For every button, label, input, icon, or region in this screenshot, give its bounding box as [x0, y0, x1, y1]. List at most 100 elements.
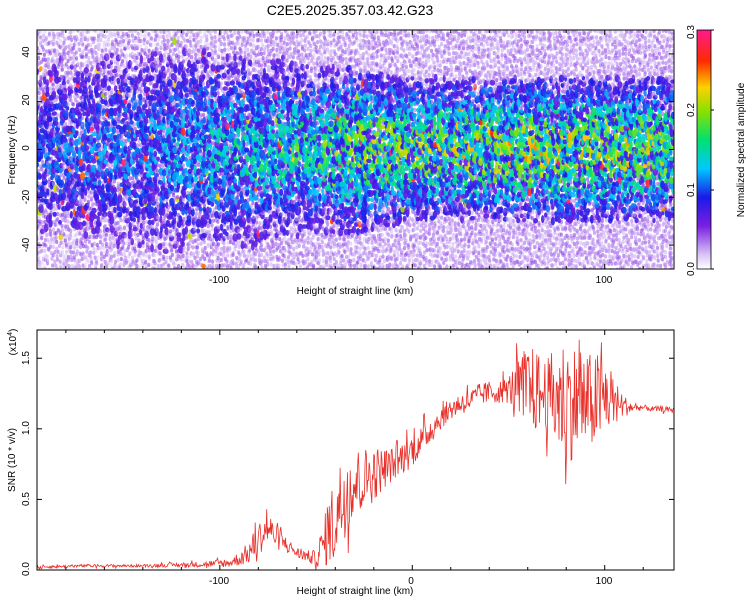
heatmap-cell — [143, 150, 150, 157]
heatmap-cell — [205, 34, 209, 39]
heatmap-cell — [133, 224, 137, 229]
heatmap-cell — [202, 237, 206, 243]
heatmap-cell — [173, 223, 177, 229]
heatmap-cell — [250, 30, 254, 35]
heatmap-cell — [157, 267, 161, 269]
heatmap-cell — [127, 259, 132, 264]
heatmap-cell — [147, 254, 151, 259]
heatmap-cell — [184, 167, 188, 173]
heatmap-cell — [277, 104, 281, 110]
heatmap-cell — [57, 102, 61, 110]
heatmap-cell — [49, 229, 53, 234]
heatmap-cell — [289, 225, 293, 230]
heatmap-cell — [41, 255, 46, 260]
heatmap-cell — [56, 57, 60, 62]
heatmap-cell — [119, 30, 123, 34]
heatmap-cell — [89, 72, 93, 78]
heatmap-cell — [103, 104, 107, 110]
heatmap-cell — [99, 115, 103, 120]
heatmap-cell — [283, 262, 287, 267]
heatmap-cell — [278, 49, 282, 55]
heatmap-cell — [92, 234, 96, 239]
heatmap-cell — [181, 263, 185, 268]
heatmap-cell — [143, 124, 148, 134]
heatmap-cell — [172, 37, 177, 45]
heatmap-cell — [55, 222, 59, 227]
heatmap-cell — [150, 80, 154, 86]
heatmap-cell — [40, 30, 44, 35]
heatmap-cell — [52, 206, 56, 212]
heatmap-cell — [40, 248, 44, 253]
heatmap-cell — [95, 59, 99, 65]
heatmap-cell — [37, 37, 40, 42]
heatmap-cell — [92, 76, 96, 86]
heatmap-cell — [201, 255, 205, 260]
heatmap-cell — [139, 44, 143, 49]
heatmap-cell — [126, 86, 131, 93]
heatmap-cell — [289, 244, 293, 250]
heatmap-cell — [88, 263, 92, 269]
heatmap-cell — [97, 177, 101, 182]
heatmap-cell — [37, 263, 42, 268]
heatmap-cell — [129, 228, 133, 234]
heatmap-cell — [153, 37, 157, 42]
heatmap-cell — [277, 54, 281, 59]
heatmap-cell — [245, 40, 249, 45]
heatmap-cell — [103, 223, 108, 229]
heatmap-cell — [144, 34, 148, 40]
heatmap-cell — [156, 156, 160, 161]
heatmap-cell — [142, 220, 146, 225]
heatmap-cell — [236, 192, 240, 198]
heatmap-cell — [288, 251, 292, 256]
heatmap-cell — [51, 252, 55, 258]
heatmap-cell — [118, 148, 123, 153]
heatmap-cell — [135, 202, 139, 208]
heatmap-cell — [40, 44, 45, 50]
heatmap-cell — [198, 233, 202, 238]
heatmap-cell — [271, 57, 276, 62]
heatmap-cell — [72, 238, 76, 243]
heatmap-cell — [59, 172, 63, 178]
chart-title: C2E5.2025.357.03.42.G23 — [267, 2, 434, 18]
heatmap-cell — [124, 57, 128, 62]
heatmap-cell — [153, 150, 158, 158]
heatmap-cell — [176, 39, 180, 44]
heatmap-cell — [129, 232, 134, 238]
heatmap-cell — [37, 168, 41, 174]
heatmap-cell — [82, 153, 87, 162]
heatmap-cell — [278, 236, 282, 242]
heatmap-cell — [236, 41, 240, 46]
heatmap-cell — [118, 186, 122, 191]
heatmap-cell — [116, 257, 120, 263]
heatmap-cell — [66, 224, 70, 229]
heatmap-cell — [84, 76, 88, 84]
heatmap-cell — [283, 63, 287, 68]
heatmap-cell — [42, 33, 46, 38]
heatmap-cell — [44, 147, 48, 152]
heatmap-cell — [43, 30, 47, 34]
heatmap-cell — [46, 237, 50, 243]
heatmap-cell — [51, 244, 56, 250]
heatmap-cell — [55, 254, 59, 259]
heatmap-cell — [124, 120, 128, 126]
heatmap-cell — [184, 106, 188, 114]
heatmap-cell — [119, 256, 123, 262]
heatmap-cell — [225, 259, 229, 264]
heatmap-cell — [227, 173, 232, 178]
heatmap-cell — [86, 259, 90, 264]
heatmap-cell — [242, 81, 247, 86]
heatmap-cell — [164, 247, 168, 252]
heatmap-cell — [58, 264, 63, 269]
heatmap-cell — [75, 70, 79, 75]
heatmap-cell — [101, 149, 106, 157]
heatmap-cell — [242, 249, 246, 254]
heatmap-cell — [170, 233, 174, 238]
heatmap-cell — [206, 149, 212, 158]
heatmap-cell — [219, 223, 224, 231]
heatmap-cell — [124, 255, 128, 261]
heatmap-cell — [135, 55, 139, 60]
heatmap-cell — [265, 251, 269, 256]
heatmap-cell — [43, 41, 48, 46]
heatmap-cell — [80, 34, 84, 39]
heatmap-cell — [107, 121, 111, 127]
